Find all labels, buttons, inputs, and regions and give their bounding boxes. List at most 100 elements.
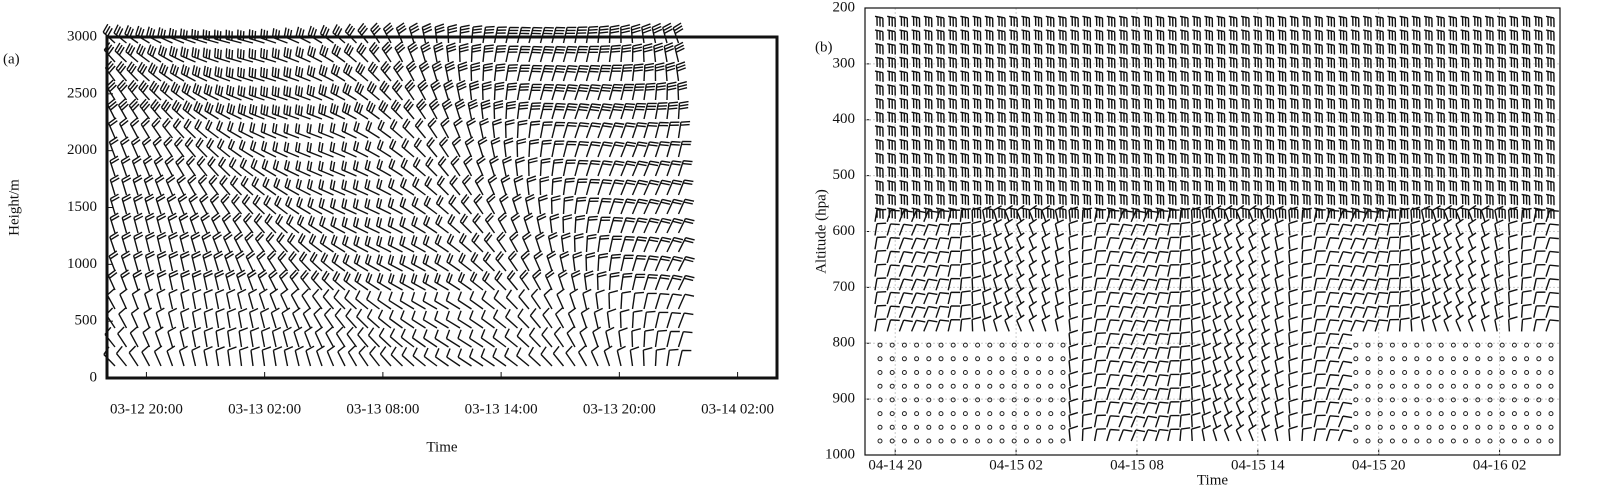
wind-barb: [574, 26, 588, 44]
wind-barb: [1274, 246, 1284, 264]
wind-barb: [418, 60, 430, 82]
wind-barb: [1460, 138, 1470, 151]
wind-barb: [1201, 424, 1211, 442]
calm: [1377, 342, 1383, 348]
wind-barb: [1274, 397, 1284, 414]
wind-barb: [910, 305, 926, 318]
wind-barb: [1448, 70, 1458, 82]
wind-barb: [911, 15, 921, 28]
wind-barb: [1386, 263, 1400, 277]
wind-barb: [314, 326, 324, 348]
wind-barb: [1301, 15, 1311, 28]
calm: [938, 411, 944, 417]
wind-barb: [156, 288, 166, 310]
wind-barb: [264, 213, 277, 234]
wind-barb: [960, 15, 970, 28]
wind-barb: [1337, 388, 1353, 401]
wind-barb: [1179, 180, 1189, 192]
wind-barb: [193, 101, 208, 120]
wind-barb: [226, 102, 242, 120]
wind-barb: [214, 48, 231, 63]
calm: [1402, 370, 1408, 375]
wind-barb: [1082, 43, 1092, 55]
wind-barb: [1167, 97, 1177, 110]
wind-barb: [1436, 97, 1445, 110]
wind-barb: [457, 329, 472, 348]
wind-barb: [935, 166, 945, 178]
wind-barb: [1167, 56, 1177, 69]
calm: [1548, 342, 1554, 348]
wind-barb: [971, 247, 982, 263]
wind-barb: [1016, 314, 1025, 332]
wind-barb: [376, 272, 392, 291]
wind-barb: [1130, 388, 1146, 401]
wind-barb: [1472, 180, 1482, 192]
wind-barb: [483, 231, 496, 253]
wind-barb: [923, 251, 938, 264]
wind-barb: [249, 327, 260, 348]
wind-barb: [1179, 166, 1189, 178]
wind-barb: [1167, 193, 1177, 206]
wind-barb: [1167, 318, 1180, 332]
wind-barb: [923, 180, 933, 192]
wind-barb: [971, 220, 982, 236]
wind-barb: [199, 193, 209, 215]
wind-barb: [203, 65, 219, 82]
wind-barb: [411, 215, 426, 234]
wind-barb: [1423, 56, 1433, 69]
wind-barb: [898, 319, 913, 332]
wind-barb: [115, 345, 128, 367]
wind-barb: [899, 70, 909, 82]
wind-barb: [1325, 250, 1340, 264]
calm: [938, 438, 944, 444]
wind-barb: [1016, 273, 1025, 291]
calm: [1511, 356, 1517, 362]
calm: [1011, 356, 1017, 362]
wind-barb: [1204, 15, 1214, 28]
wind-barb: [1235, 273, 1245, 291]
wind-barb: [1521, 138, 1531, 151]
wind-barb: [972, 29, 982, 41]
wind-barb: [1362, 15, 1372, 28]
wind-barb: [1106, 15, 1116, 28]
wind-barb: [1314, 84, 1323, 96]
wind-barb: [1261, 355, 1271, 373]
wind-barb: [488, 155, 499, 177]
wind-barb: [203, 83, 219, 101]
wind-barb: [171, 99, 185, 120]
wind-barb: [422, 292, 438, 310]
calm: [889, 424, 895, 430]
wind-barb: [527, 157, 538, 177]
calm: [926, 438, 932, 444]
wind-barb: [1118, 333, 1133, 346]
wind-barb: [1533, 207, 1543, 219]
wind-barb: [1338, 111, 1348, 124]
wind-barb: [190, 231, 201, 253]
calm: [999, 438, 1005, 444]
wind-barb: [306, 84, 323, 101]
wind-barb: [992, 287, 1003, 305]
wind-barb: [1216, 56, 1226, 69]
calm: [962, 397, 968, 403]
wind-barb: [402, 118, 415, 139]
wind-barb: [1507, 288, 1518, 305]
wind-barb: [1288, 357, 1298, 373]
wind-barb: [289, 269, 300, 291]
wind-barb: [1350, 305, 1365, 318]
wind-barb: [318, 197, 334, 215]
wind-barb: [1106, 428, 1120, 442]
wind-barb: [1228, 166, 1238, 178]
wind-barb: [1106, 332, 1120, 346]
calm: [1438, 342, 1444, 348]
wind-barb: [144, 288, 154, 310]
wind-barb: [1131, 29, 1140, 41]
wind-barb: [1274, 287, 1284, 305]
wind-barb: [457, 348, 472, 367]
wind-barb: [886, 223, 900, 236]
wind-barb: [1118, 43, 1128, 55]
calm: [889, 438, 895, 444]
wind-barb: [387, 178, 403, 196]
wind-barb: [457, 291, 472, 310]
wind-barb: [1337, 401, 1353, 414]
wind-barb: [665, 61, 676, 82]
